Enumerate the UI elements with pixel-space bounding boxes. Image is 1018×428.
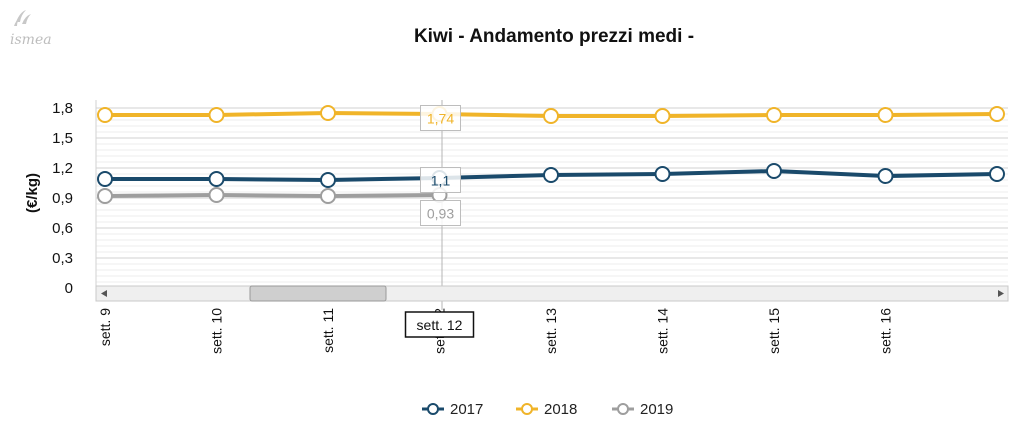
- x-tick-label: sett. 13: [543, 308, 559, 354]
- x-tick-label: sett. 11: [320, 308, 336, 353]
- x-tick-label: sett. 9: [97, 308, 113, 346]
- horizontal-scrollbar[interactable]: [95, 285, 1009, 302]
- x-tick-label: sett. 16: [878, 308, 894, 354]
- x-tick-label: sett. 14: [655, 308, 671, 354]
- data-point-2017[interactable]: [208, 171, 225, 187]
- data-point-2018[interactable]: [320, 105, 336, 121]
- series-line-2019: [104, 193, 440, 198]
- x-tick-label: sett. 10: [209, 308, 225, 354]
- y-tick-label: 0,3: [52, 250, 73, 267]
- legend-label-2017[interactable]: 2017: [450, 401, 483, 418]
- scroll-right-arrow-icon[interactable]: [998, 290, 1004, 297]
- y-tick-label: 1,8: [52, 100, 73, 117]
- y-tick-label: 1,5: [52, 130, 73, 147]
- tooltip-text: 1,74: [427, 111, 454, 127]
- tooltip-box: [420, 200, 461, 226]
- data-point-2018[interactable]: [97, 107, 113, 123]
- tooltips: 1,74 1,1 0,93: [420, 105, 461, 226]
- y-axis-label: (€/kg): [24, 173, 41, 213]
- data-point-2019[interactable]: [320, 188, 336, 204]
- y-tick-label: 1,2: [52, 160, 73, 177]
- legend-marker-2019[interactable]: [617, 403, 629, 415]
- tooltip-text: 0,93: [427, 206, 454, 222]
- data-point-2019[interactable]: [97, 188, 113, 204]
- y-tick-label: 0,9: [52, 190, 73, 207]
- data-point-2017[interactable]: [766, 163, 782, 179]
- highlighted-category-box: [404, 311, 475, 338]
- data-point-2018[interactable]: [877, 107, 894, 123]
- legend: 2017 2018 2019: [422, 401, 673, 418]
- data-point-2017[interactable]: [877, 168, 894, 184]
- data-point-2017[interactable]: [543, 167, 559, 183]
- data-point-2018[interactable]: [766, 107, 782, 123]
- x-tick-label: sett. 15: [766, 308, 782, 354]
- data-point-2017[interactable]: [989, 166, 1005, 182]
- legend-marker-2018[interactable]: [521, 403, 533, 415]
- legend-label-2019[interactable]: 2019: [640, 401, 673, 418]
- tooltip-text: 1,1: [431, 173, 451, 189]
- logo-text: ismea: [10, 32, 52, 48]
- x-axis-ticks: sett. 9 sett. 10 sett. 11 sett. 12 sett. 13 s…: [97, 308, 894, 354]
- ismea-logo: ismea: [10, 10, 52, 48]
- y-tick-label: 0,6: [52, 220, 73, 237]
- series-group: [97, 105, 1005, 204]
- scrollbar-thumb[interactable]: [249, 285, 387, 302]
- legend-marker-2017[interactable]: [427, 403, 439, 415]
- legend-label-2018[interactable]: 2018: [544, 401, 577, 418]
- data-point-2018[interactable]: [654, 108, 671, 124]
- data-point-2017[interactable]: [320, 172, 336, 188]
- y-tick-label: 0: [65, 280, 73, 297]
- y-axis-ticks: 0 0,3 0,6 0,9 1,2 1,5 1,8: [52, 100, 73, 297]
- highlighted-category-label: sett. 12: [417, 317, 463, 333]
- data-point-2018[interactable]: [543, 108, 559, 124]
- data-point-2019[interactable]: [208, 187, 225, 203]
- data-point-2018[interactable]: [208, 107, 225, 123]
- scroll-left-arrow-icon[interactable]: [101, 290, 107, 297]
- tooltip-box: [420, 167, 461, 193]
- data-point-2017[interactable]: [654, 166, 671, 182]
- tooltip-box: [420, 105, 461, 131]
- data-point-2018[interactable]: [989, 106, 1005, 122]
- data-point-2017[interactable]: [97, 171, 113, 187]
- chart-title: Kiwi - Andamento prezzi medi -: [414, 26, 694, 47]
